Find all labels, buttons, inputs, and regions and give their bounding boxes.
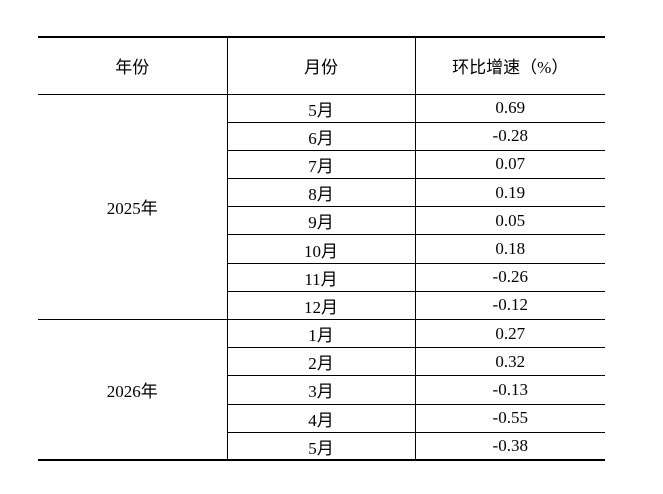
table-body: 2025年 5月 0.69 6月 -0.28 7月 0.07 8月 0.19 9… xyxy=(38,94,605,462)
month-cell: 9月 xyxy=(227,206,416,236)
value-cell: 0.18 xyxy=(415,234,605,264)
header-mom-growth: 环比增速（%） xyxy=(415,36,605,95)
table-row: 5月 -0.38 xyxy=(38,432,605,462)
table-row: 8月 0.19 xyxy=(38,178,605,208)
table-row: 9月 0.05 xyxy=(38,206,605,236)
month-cell: 1月 xyxy=(227,319,416,349)
value-cell: 0.07 xyxy=(415,150,605,180)
header-month: 月份 xyxy=(227,36,416,95)
value-cell: -0.13 xyxy=(415,375,605,405)
value-cell: -0.28 xyxy=(415,122,605,151)
table-row: 2月 0.32 xyxy=(38,347,605,377)
table-header: 年份 月份 环比增速（%） xyxy=(38,36,605,95)
value-cell: -0.26 xyxy=(415,263,605,292)
table-row: 4月 -0.55 xyxy=(38,404,605,433)
table-row: 12月 -0.12 xyxy=(38,291,605,321)
month-cell: 7月 xyxy=(227,150,416,180)
table-row: 6月 -0.28 xyxy=(38,122,605,151)
value-cell: 0.27 xyxy=(415,319,605,349)
year-cell: 2026年 xyxy=(38,319,228,462)
value-cell: 0.05 xyxy=(415,206,605,236)
table-row: 2025年 5月 0.69 xyxy=(38,94,605,320)
table-row: 7月 0.07 xyxy=(38,150,605,180)
value-cell: 0.19 xyxy=(415,178,605,208)
month-cell: 11月 xyxy=(227,263,416,292)
month-cell: 4月 xyxy=(227,404,416,433)
month-cell: 5月 xyxy=(227,94,416,123)
year-cell: 2025年 xyxy=(38,94,228,320)
month-cell: 5月 xyxy=(227,432,416,462)
month-cell: 8月 xyxy=(227,178,416,208)
table-row: 11月 -0.26 xyxy=(38,263,605,292)
table-row: 3月 -0.13 xyxy=(38,375,605,405)
table-row: 10月 0.18 xyxy=(38,234,605,264)
month-cell: 12月 xyxy=(227,291,416,321)
month-cell: 2月 xyxy=(227,347,416,377)
value-cell: 0.69 xyxy=(415,94,605,123)
month-cell: 3月 xyxy=(227,375,416,405)
header-year: 年份 xyxy=(38,36,228,95)
value-cell: -0.12 xyxy=(415,291,605,321)
data-table: 年份 月份 环比增速（%） 2025年 5月 0.69 6月 -0.28 7月 … xyxy=(38,36,605,462)
month-cell: 6月 xyxy=(227,122,416,151)
table-row: 2026年 1月 0.27 xyxy=(38,319,605,462)
month-cell: 10月 xyxy=(227,234,416,264)
header-row: 年份 月份 环比增速（%） xyxy=(38,36,605,95)
value-cell: -0.38 xyxy=(415,432,605,462)
value-cell: -0.55 xyxy=(415,404,605,433)
value-cell: 0.32 xyxy=(415,347,605,377)
